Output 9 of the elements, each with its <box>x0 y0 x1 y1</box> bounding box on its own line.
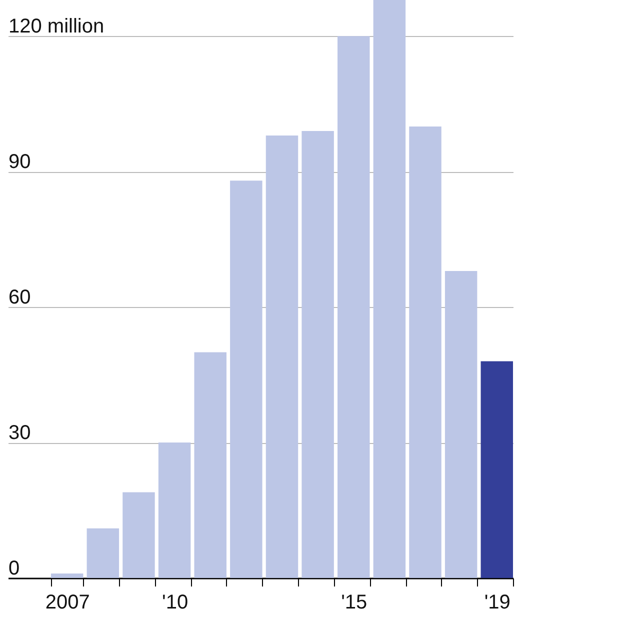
x-tick-label: '19 <box>484 592 510 614</box>
x-tick-label: '10 <box>162 592 188 614</box>
y-tick-label: 0 <box>8 558 20 580</box>
x-tick-label: 2007 <box>45 592 90 614</box>
x-tick-label: '15 <box>341 592 368 614</box>
y-tick-label: 120 million <box>8 16 104 38</box>
y-tick-label: 60 <box>8 286 31 309</box>
y-tick-label: 90 <box>8 151 31 174</box>
y-tick-label: 30 <box>8 422 31 444</box>
